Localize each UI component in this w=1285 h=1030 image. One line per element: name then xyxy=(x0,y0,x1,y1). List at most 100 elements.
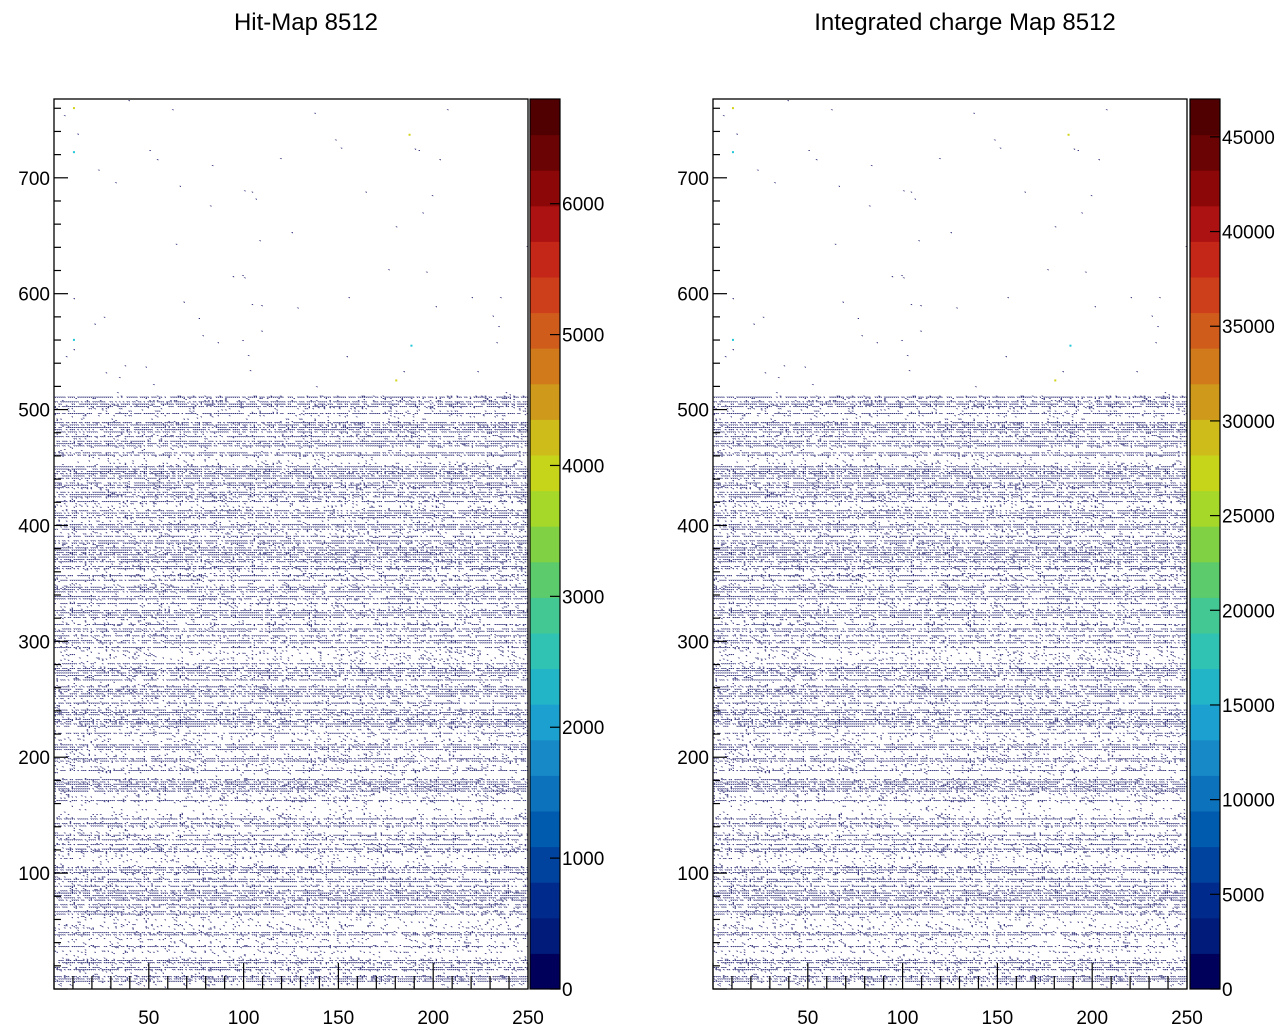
color-scale-band xyxy=(530,170,560,207)
z-tick-label: 4000 xyxy=(562,456,604,477)
hitmap-x-axis: 50 100 150 200 250 xyxy=(53,963,544,1029)
z-tick-label: 30000 xyxy=(1222,412,1275,433)
charge-map-frame xyxy=(712,98,1188,990)
color-scale-band xyxy=(1190,811,1220,848)
y-tick-label: 700 xyxy=(677,169,709,190)
z-tick-label: 5000 xyxy=(1222,885,1264,906)
hitmap-heatmap xyxy=(54,100,528,988)
z-tick-label: 0 xyxy=(562,980,573,1001)
color-scale-band xyxy=(530,241,560,278)
color-scale-band xyxy=(1190,383,1220,420)
color-scale-band xyxy=(530,99,560,136)
x-tick-label: 50 xyxy=(138,1008,159,1029)
color-scale-band xyxy=(530,704,560,741)
color-scale-band xyxy=(1190,775,1220,812)
x-tick-label: 100 xyxy=(228,1008,260,1029)
color-scale-band xyxy=(1190,526,1220,563)
color-scale-band xyxy=(530,490,560,527)
x-tick-label: 150 xyxy=(323,1008,355,1029)
color-scale-band xyxy=(530,882,560,919)
color-scale-band xyxy=(530,775,560,812)
y-tick-label: 100 xyxy=(18,864,50,885)
z-tick-label: 25000 xyxy=(1222,507,1275,528)
color-scale-band xyxy=(1190,917,1220,954)
color-scale-band xyxy=(530,205,560,242)
color-scale-band xyxy=(530,312,560,349)
color-scale-band xyxy=(530,739,560,776)
x-tick-label: 250 xyxy=(512,1008,544,1029)
color-scale-band xyxy=(1190,633,1220,670)
color-scale-band xyxy=(530,561,560,598)
z-tick-label: 1000 xyxy=(562,849,604,870)
y-tick-label: 600 xyxy=(18,285,50,306)
x-tick-label: 150 xyxy=(982,1008,1014,1029)
color-scale-band xyxy=(530,917,560,954)
color-scale-band xyxy=(1190,882,1220,919)
charge-map-title: Integrated charge Map 8512 xyxy=(814,9,1116,36)
z-tick-label: 0 xyxy=(1222,980,1233,1001)
z-tick-label: 35000 xyxy=(1222,317,1275,338)
color-scale-band xyxy=(1190,134,1220,171)
color-scale-band xyxy=(530,597,560,634)
heatmap-cell xyxy=(1067,133,1070,136)
x-tick-label: 200 xyxy=(417,1008,449,1029)
y-tick-label: 200 xyxy=(677,748,709,769)
color-scale-band xyxy=(1190,490,1220,527)
charge-map-x-axis: 50 100 150 200 250 xyxy=(712,963,1203,1029)
heatmap-cell xyxy=(72,338,75,341)
heatmap-cell xyxy=(713,100,1187,988)
heatmap-cell xyxy=(731,338,734,341)
color-scale-band xyxy=(1190,277,1220,314)
charge-map-color-scale: 0 5000 10000 15000 20000 25000 30000 35000 40000… xyxy=(1189,98,1275,1001)
color-scale-band xyxy=(530,455,560,492)
color-scale-band xyxy=(530,134,560,171)
y-tick-label: 200 xyxy=(18,748,50,769)
color-scale-band xyxy=(1190,846,1220,883)
z-tick-label: 20000 xyxy=(1222,601,1275,622)
z-tick-label: 10000 xyxy=(1222,791,1275,812)
y-tick-label: 300 xyxy=(677,632,709,653)
z-tick-label: 15000 xyxy=(1222,696,1275,717)
color-scale-band xyxy=(530,277,560,314)
x-tick-label: 100 xyxy=(887,1008,919,1029)
color-scale-band xyxy=(1190,561,1220,598)
heatmap-cell xyxy=(1054,379,1057,382)
y-tick-label: 600 xyxy=(677,285,709,306)
color-scale-band xyxy=(1190,419,1220,456)
color-scale-band xyxy=(1190,348,1220,385)
color-scale-band xyxy=(530,526,560,563)
hitmap-frame xyxy=(53,98,529,990)
heatmap-cell xyxy=(395,379,398,382)
color-scale-band xyxy=(530,953,560,990)
y-tick-label: 700 xyxy=(18,169,50,190)
x-tick-label: 50 xyxy=(797,1008,818,1029)
hitmap-panel: Hit-Map 8512 50 100 150 200 250 100 200 300 400… xyxy=(18,9,604,1029)
color-scale-band xyxy=(530,811,560,848)
z-tick-label: 3000 xyxy=(562,587,604,608)
heatmap-cell xyxy=(54,100,528,988)
y-tick-label: 400 xyxy=(18,516,50,537)
color-scale-band xyxy=(530,383,560,420)
color-scale-band xyxy=(1190,668,1220,705)
color-scale-band xyxy=(530,668,560,705)
color-scale-band xyxy=(1190,241,1220,278)
color-scale-frame xyxy=(529,98,561,990)
color-scale-band xyxy=(530,846,560,883)
color-scale-band xyxy=(1190,597,1220,634)
y-tick-label: 500 xyxy=(677,401,709,422)
z-tick-label: 45000 xyxy=(1222,128,1275,149)
heatmap-cell xyxy=(72,107,75,110)
hitmap-color-scale: 0 1000 2000 3000 4000 5000 6000 xyxy=(529,98,604,1001)
color-scale-band xyxy=(530,348,560,385)
y-tick-label: 100 xyxy=(677,864,709,885)
z-tick-label: 40000 xyxy=(1222,223,1275,244)
color-scale-band xyxy=(1190,455,1220,492)
z-tick-label: 5000 xyxy=(562,326,604,347)
z-tick-label: 2000 xyxy=(562,718,604,739)
y-tick-label: 500 xyxy=(18,401,50,422)
color-scale-frame xyxy=(1189,98,1221,990)
y-tick-label: 400 xyxy=(677,516,709,537)
heatmap-cell xyxy=(1069,344,1072,347)
heatmap-cell xyxy=(410,344,413,347)
